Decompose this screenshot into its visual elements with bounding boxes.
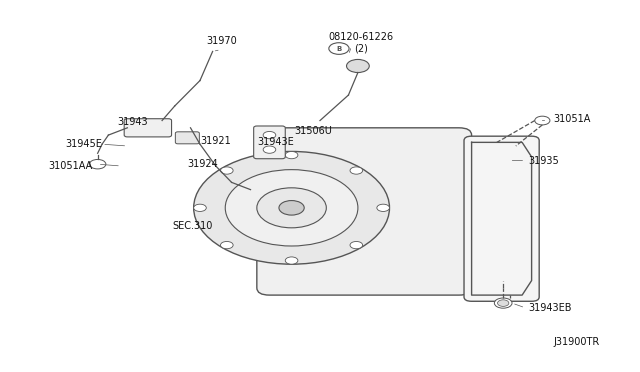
Text: 31051AA: 31051AA: [49, 161, 93, 171]
FancyBboxPatch shape: [175, 132, 199, 144]
Text: 31943EB: 31943EB: [529, 303, 572, 313]
FancyBboxPatch shape: [464, 136, 539, 301]
Circle shape: [346, 60, 369, 73]
Text: 31943E: 31943E: [257, 137, 294, 147]
Text: SEC.310: SEC.310: [172, 221, 212, 231]
Circle shape: [535, 116, 550, 125]
Text: 31943: 31943: [118, 117, 148, 127]
FancyBboxPatch shape: [253, 126, 285, 159]
Text: 08120-61226: 08120-61226: [328, 32, 394, 42]
Circle shape: [263, 131, 276, 139]
Text: B: B: [337, 45, 342, 52]
Text: J31900TR: J31900TR: [554, 337, 600, 347]
Circle shape: [263, 146, 276, 153]
Circle shape: [194, 204, 206, 211]
Text: 31051A: 31051A: [554, 114, 591, 124]
Circle shape: [90, 160, 106, 169]
Text: (2): (2): [354, 43, 368, 53]
Circle shape: [221, 241, 233, 249]
FancyBboxPatch shape: [257, 128, 472, 295]
Text: 31506U: 31506U: [295, 126, 333, 137]
Circle shape: [494, 298, 512, 308]
Text: 31924: 31924: [188, 159, 218, 169]
Circle shape: [194, 151, 390, 264]
Circle shape: [225, 170, 358, 246]
Circle shape: [497, 300, 509, 307]
FancyBboxPatch shape: [124, 119, 172, 137]
Text: 31935: 31935: [529, 155, 559, 166]
Text: 31921: 31921: [200, 135, 231, 145]
Circle shape: [285, 257, 298, 264]
Circle shape: [257, 188, 326, 228]
Text: 31970: 31970: [207, 36, 237, 46]
Circle shape: [279, 201, 304, 215]
Circle shape: [329, 43, 349, 54]
Circle shape: [285, 151, 298, 159]
Circle shape: [350, 167, 363, 174]
Circle shape: [350, 241, 363, 249]
Text: 31945E: 31945E: [65, 139, 102, 149]
Circle shape: [221, 167, 233, 174]
Circle shape: [377, 204, 390, 211]
